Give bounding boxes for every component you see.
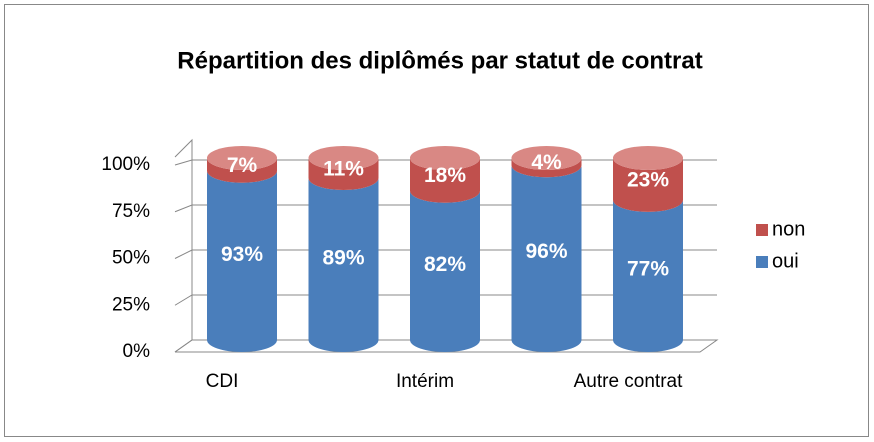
cylinder-segment [308,178,379,352]
cylinder-top [207,146,277,170]
cylinder-segment [207,170,277,352]
chart-title: Répartition des diplômés par statut de c… [177,47,702,74]
cylinder-segment [511,165,582,352]
y-tick-label: 25% [112,294,150,315]
value-label: 77% [627,257,669,280]
cylinder-segment [613,158,683,212]
value-label: 93% [221,243,263,266]
value-label: 7% [227,154,258,177]
value-label: 82% [424,253,466,276]
value-label: 4% [531,151,562,174]
y-tick-label: 75% [112,201,150,222]
cylinder-segment [511,158,582,178]
y-tick-label: 100% [101,154,150,175]
cylinder-segment [410,158,480,203]
cylinder-segment [207,158,277,183]
value-label: 96% [525,240,567,263]
legend-label: oui [772,250,799,272]
cylinder-top [613,146,683,170]
cylinder-top [511,146,582,170]
cylinder-top [410,146,480,170]
x-tick-label: Autre contrat [574,371,683,392]
legend-swatch [756,224,768,236]
cylinder-segment [410,190,480,352]
y-tick-label: 50% [112,248,150,269]
value-label: 23% [627,168,669,191]
legend-label: non [772,218,805,240]
value-label: 89% [322,247,364,270]
value-label: 18% [424,164,466,187]
x-tick-label: CDI [206,371,239,392]
y-tick-label: 0% [123,341,151,362]
legend-swatch [756,256,768,268]
cylinder-top [308,146,379,170]
value-label: 11% [323,158,364,181]
cylinder-segment [308,158,379,191]
cylinder-segment [613,199,683,352]
x-tick-label: Intérim [396,371,454,392]
